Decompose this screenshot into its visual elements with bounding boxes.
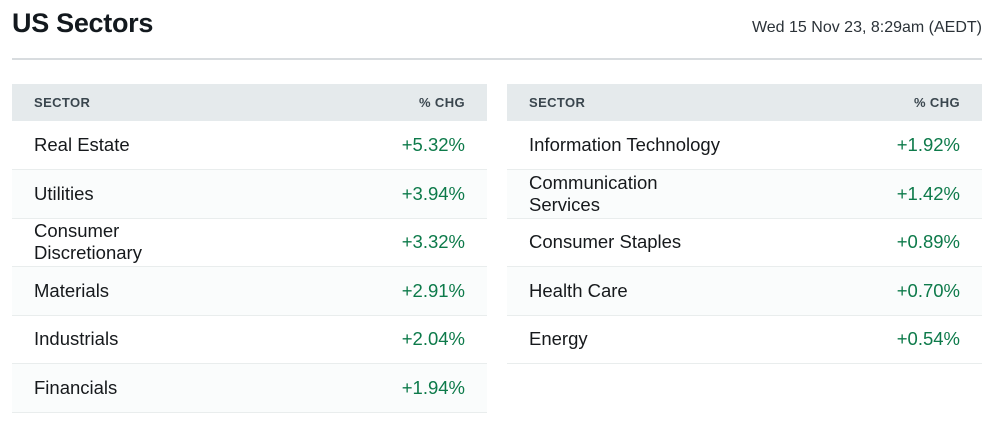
table-header: SECTOR % CHG [507,84,982,121]
column-header-sector: SECTOR [12,84,250,121]
table-row: Communication Services +1.42% [507,169,982,219]
column-header-chg: % CHG [249,84,487,121]
table-row: Financials +1.94% [12,363,487,413]
sector-change-value: +0.89% [744,218,982,267]
table-row: Industrials +2.04% [12,315,487,364]
panel-header: US Sectors Wed 15 Nov 23, 8:29am (AEDT) [12,0,982,54]
table-row: Real Estate +5.32% [12,121,487,170]
column-header-sector: SECTOR [507,84,745,121]
sector-change-value: +2.04% [249,315,487,364]
table-row: Consumer Staples +0.89% [507,218,982,267]
sector-tables: SECTOR % CHG Real Estate +5.32% Utilities +… [12,84,982,413]
sector-change-value: +3.32% [249,218,487,267]
sector-name: Energy [507,315,745,364]
table-body: Information Technology +1.92% Communicatio… [507,121,982,364]
table-row: Consumer Discretionary +3.32% [12,218,487,267]
sector-name: Real Estate [12,121,250,170]
sector-name: Consumer Discretionary [12,218,250,267]
table-row: Materials +2.91% [12,266,487,316]
sector-name: Communication Services [507,169,745,219]
sector-change-value: +1.42% [744,169,982,219]
sector-change-value: +5.32% [249,121,487,170]
header-divider [12,58,982,60]
sector-name: Information Technology [507,121,745,170]
table-row: Information Technology +1.92% [507,121,982,170]
column-header-chg: % CHG [744,84,982,121]
timestamp: Wed 15 Nov 23, 8:29am (AEDT) [751,19,982,36]
sector-name: Utilities [12,169,250,219]
table-row: Energy +0.54% [507,315,982,364]
sector-name: Materials [12,266,250,316]
table-row: Health Care +0.70% [507,266,982,316]
sector-change-value: +1.92% [744,121,982,170]
sector-change-value: +3.94% [249,169,487,219]
sector-table-right: SECTOR % CHG Information Technology +1.92… [507,84,982,364]
sector-change-value: +1.94% [249,363,487,413]
sector-change-value: +0.54% [744,315,982,364]
sector-table-left: SECTOR % CHG Real Estate +5.32% Utilities +… [12,84,487,413]
sector-change-value: +2.91% [249,266,487,316]
sector-name: Health Care [507,266,745,316]
sector-name: Industrials [12,315,250,364]
table-body: Real Estate +5.32% Utilities +3.94% Consumer… [12,121,487,413]
table-header: SECTOR % CHG [12,84,487,121]
page-title: US Sectors [12,8,154,38]
sector-change-value: +0.70% [744,266,982,316]
sector-name: Consumer Staples [507,218,745,267]
table-row: Utilities +3.94% [12,169,487,219]
sector-name: Financials [12,363,250,413]
